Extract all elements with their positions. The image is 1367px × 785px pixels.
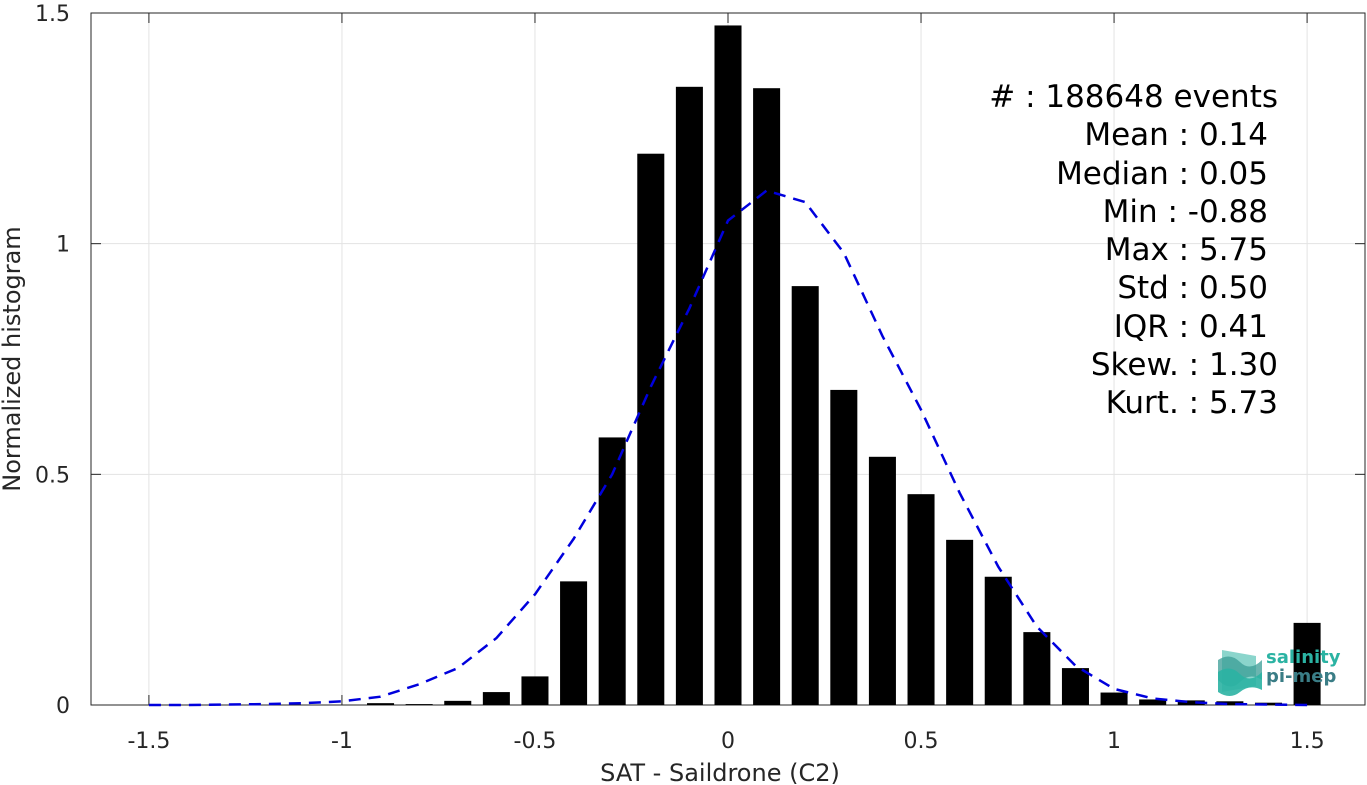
histogram-bars bbox=[367, 25, 1321, 706]
x-axis-label: SAT - Saildrone (C2) bbox=[600, 759, 840, 785]
salinity-pi-mep-logo: salinity pi-mep bbox=[1216, 646, 1350, 696]
histogram-bar bbox=[444, 700, 472, 705]
x-tick-label: -0.5 bbox=[514, 729, 557, 754]
y-tick-label: 0.5 bbox=[35, 463, 70, 488]
histogram-bar bbox=[791, 286, 819, 705]
stat-max: Max : 5.75 bbox=[1104, 232, 1268, 269]
x-tick-labels: -1.5 -1 -0.5 0 0.5 1 1.5 bbox=[127, 729, 1324, 754]
x-tick-label: 1 bbox=[1107, 729, 1121, 754]
logo-text-line2: pi-mep bbox=[1266, 666, 1337, 687]
x-tick-label: 1.5 bbox=[1290, 729, 1325, 754]
stat-mean: Mean : 0.14 bbox=[1084, 117, 1268, 154]
histogram-bar bbox=[1100, 692, 1128, 705]
statistics-panel: # : 188648 events Mean : 0.14 Median : 0… bbox=[900, 78, 1280, 423]
stat-events: # : 188648 events bbox=[989, 79, 1278, 115]
x-tick-label: 0.5 bbox=[904, 729, 939, 754]
stat-min: Min : -0.88 bbox=[1102, 193, 1268, 230]
histogram-bar bbox=[637, 153, 665, 705]
stat-kurt: Kurt. : 5.73 bbox=[1105, 385, 1278, 422]
histogram-bar bbox=[560, 581, 588, 705]
histogram-bar bbox=[598, 437, 626, 705]
stat-std: Std : 0.50 bbox=[1117, 270, 1268, 307]
histogram-bar bbox=[521, 676, 549, 705]
logo-wave-icon bbox=[1218, 650, 1262, 696]
histogram-bar bbox=[1061, 668, 1089, 705]
histogram-bar bbox=[830, 389, 858, 705]
histogram-bar bbox=[868, 456, 896, 705]
histogram-bar bbox=[714, 25, 742, 706]
histogram-bar bbox=[907, 494, 935, 705]
y-tick-labels: 0 0.5 1 1.5 bbox=[35, 2, 70, 719]
histogram-bar bbox=[405, 704, 433, 705]
stat-skew: Skew. : 1.30 bbox=[1090, 347, 1278, 384]
histogram-bar bbox=[1293, 622, 1321, 705]
stat-iqr: IQR : 0.41 bbox=[1113, 308, 1268, 345]
histogram-bar bbox=[482, 692, 510, 705]
x-tick-label: 0 bbox=[721, 729, 735, 754]
histogram-bar bbox=[753, 88, 781, 706]
histogram-bar bbox=[984, 576, 1012, 705]
histogram-bar bbox=[1216, 701, 1244, 705]
x-tick-label: -1 bbox=[331, 729, 353, 754]
gaussian-fit-curve bbox=[148, 189, 1308, 707]
histogram-bar bbox=[675, 86, 703, 705]
histogram-bar bbox=[1139, 699, 1167, 705]
histogram-bar bbox=[1023, 632, 1051, 705]
y-tick-label: 1.5 bbox=[35, 2, 70, 27]
y-tick-label: 0 bbox=[56, 694, 70, 719]
y-tick-label: 1 bbox=[56, 233, 70, 258]
stat-median: Median : 0.05 bbox=[1056, 155, 1268, 192]
histogram-bar bbox=[1254, 702, 1282, 705]
histogram-bar bbox=[1177, 700, 1205, 705]
x-tick-label: -1.5 bbox=[127, 729, 170, 754]
logo-text-line1: salinity bbox=[1266, 647, 1341, 668]
y-axis-label: Normalized histogram bbox=[0, 226, 26, 491]
histogram-bar bbox=[946, 539, 974, 705]
histogram-bar bbox=[367, 703, 395, 705]
